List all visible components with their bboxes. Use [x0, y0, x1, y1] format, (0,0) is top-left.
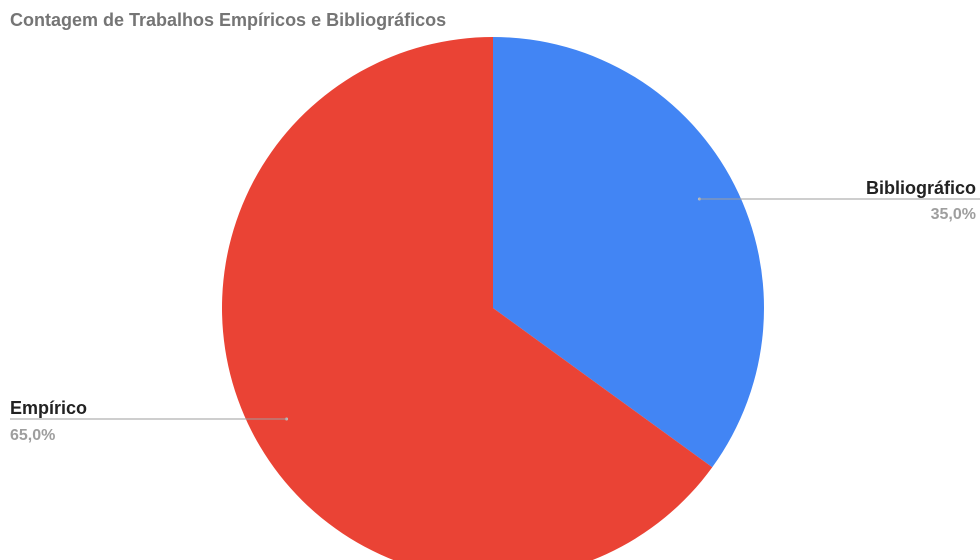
pie-slice-2 — [222, 37, 713, 560]
slice-name-label-1: Bibliográfico — [866, 178, 976, 198]
slice-value-label-1: 35,0% — [931, 206, 976, 223]
pie-slice-1 — [493, 37, 764, 468]
slice-name-label-2: Empírico — [10, 398, 87, 418]
chart-title: Contagem de Trabalhos Empíricos e Biblio… — [10, 10, 447, 30]
slice-value-label-2: 65,0% — [10, 427, 55, 444]
